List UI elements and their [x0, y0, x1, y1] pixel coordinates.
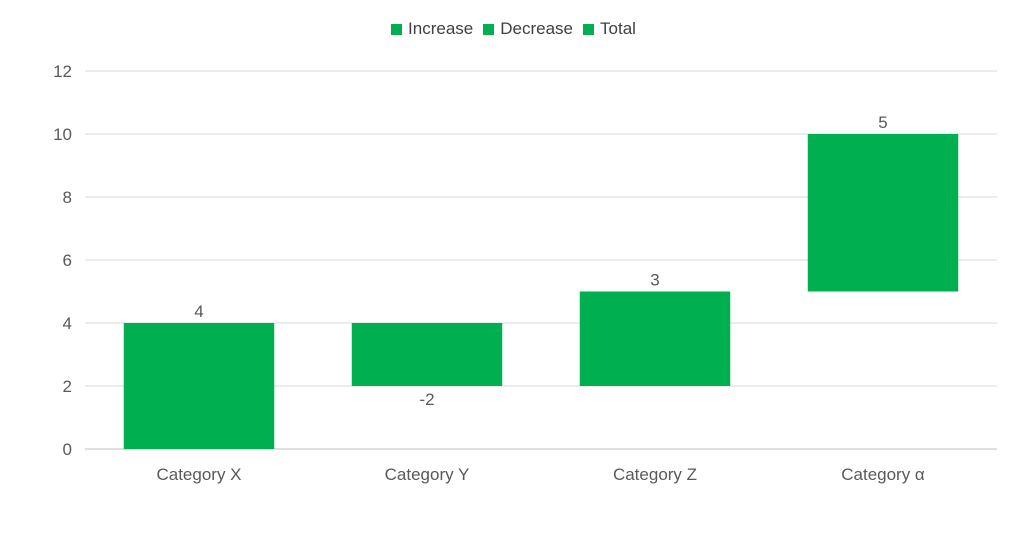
bar-2: [351, 323, 503, 386]
bar-4: [807, 134, 959, 292]
bar-1: [123, 323, 275, 449]
y-tick-label-0: 0: [63, 440, 72, 459]
legend-label-increase: Increase: [408, 19, 474, 38]
data-label-2: -2: [419, 390, 434, 409]
legend-swatch-increase: [391, 23, 403, 35]
x-tick-label-1: Category X: [156, 465, 241, 484]
legend-label-total: Total: [600, 19, 636, 38]
y-tick-label-4: 4: [63, 314, 72, 333]
legend-swatch-decrease: [483, 23, 495, 35]
y-tick-label-6: 6: [63, 251, 72, 270]
legend-swatch-total: [583, 23, 595, 35]
bar-3: [579, 291, 731, 386]
legend: Increase Decrease Total: [0, 19, 1027, 39]
data-label-1: 4: [194, 302, 203, 321]
y-tick-label-8: 8: [63, 188, 72, 207]
x-tick-label-3: Category Z: [613, 465, 697, 484]
data-label-3: 3: [650, 271, 659, 290]
legend-item-increase: Increase: [391, 19, 473, 39]
x-tick-label-4: Category α: [841, 465, 925, 484]
y-tick-label-12: 12: [53, 62, 72, 81]
y-tick-label-10: 10: [53, 125, 72, 144]
x-tick-label-2: Category Y: [385, 465, 470, 484]
legend-label-decrease: Decrease: [500, 19, 574, 38]
data-label-4: 5: [878, 113, 887, 132]
y-tick-label-2: 2: [63, 377, 72, 396]
legend-item-total: Total: [583, 19, 636, 39]
legend-item-decrease: Decrease: [483, 19, 573, 39]
